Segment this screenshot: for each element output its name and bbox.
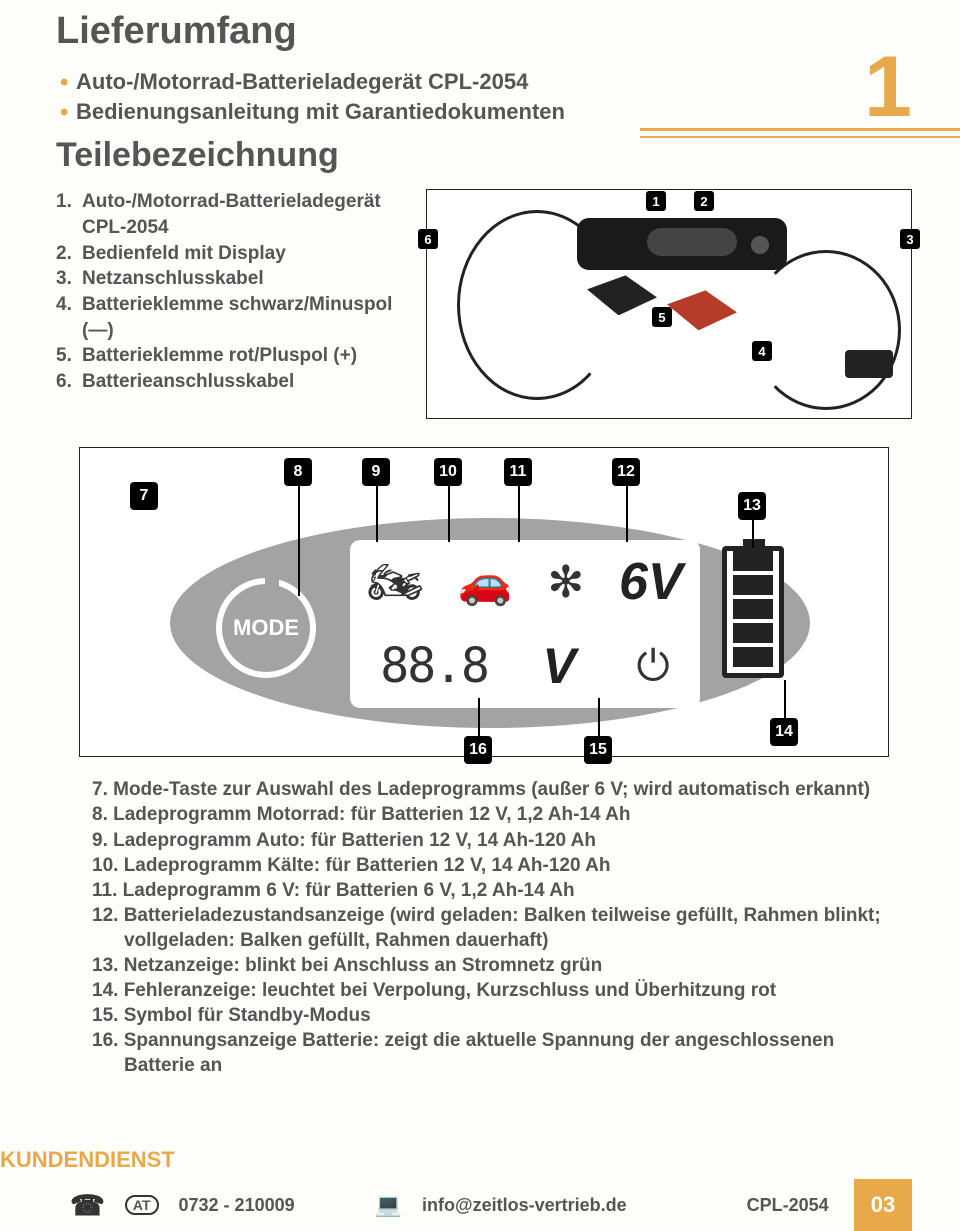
country-badge: AT [125,1195,159,1215]
scope-list: Auto-/Motorrad-Batterieladegerät CPL-205… [56,67,912,126]
parts-item: Batterieklemme schwarz/Minuspol (—) [56,292,406,343]
legend-item: 15. Symbol für Standby-Modus [92,1003,912,1028]
phone-number: 0732 - 210009 [179,1195,295,1216]
heading-teilebezeichnung: Teilebezeichnung [56,136,912,175]
legend-item: 10. Ladeprogramm Kälte: für Batterien 12… [92,853,912,878]
callout-13: 13 [738,492,766,520]
page-number: 03 [854,1179,912,1231]
car-icon: 🚗 [458,556,513,608]
accent-rule [640,128,960,131]
standby-icon: ⏻ [636,642,669,691]
parts-item: Netzanschlusskabel [56,266,406,292]
display-legend-list: 7. Mode-Taste zur Auswahl des Ladeprogra… [56,777,912,1078]
legend-item-cont: Batterie an [92,1053,912,1078]
callout-12: 12 [612,458,640,486]
legend-item: 13. Netzanzeige: blinkt bei Anschluss an… [92,953,912,978]
display-diagram: MODE 🏍 🚗 ✻ 6V 88.8 V ⏻ [79,447,889,757]
page-footer: ☎ AT 0732 - 210009 💻 info@zeitlos-vertri… [0,1179,960,1231]
callout-1: 1 [646,191,666,211]
legend-item: 11. Ladeprogramm 6 V: für Batterien 6 V,… [92,878,912,903]
motorcycle-icon: 🏍 [367,556,423,608]
callout-15: 15 [584,736,612,764]
parts-item: Auto-/Motorrad-Batterieladegerät CPL-205… [56,189,406,240]
callout-3: 3 [900,229,920,249]
model-code: CPL-2054 [747,1195,829,1216]
snowflake-icon: ✻ [547,557,584,608]
six-volt-label: 6V [619,552,683,612]
mode-label: MODE [233,615,299,641]
legend-item: 16. Spannungsanzeige Batterie: zeigt die… [92,1028,912,1053]
callout-4: 4 [752,341,772,361]
accent-rule [640,136,960,138]
product-photo-diagram: 1 2 3 4 5 6 [426,189,912,419]
callout-7: 7 [130,482,158,510]
legend-item: 7. Mode-Taste zur Auswahl des Ladeprogra… [92,777,912,802]
scope-item: Auto-/Motorrad-Batterieladegerät CPL-205… [56,67,912,97]
laptop-icon: 💻 [375,1192,402,1218]
callout-6: 6 [418,229,438,249]
callout-8: 8 [284,458,312,486]
voltage-digits: 88.8 [380,638,488,694]
kundendienst-heading: KUNDENDIENST [0,1147,175,1173]
callout-11: 11 [504,458,532,486]
legend-item: 8. Ladeprogramm Motorrad: für Batterien … [92,802,912,827]
legend-item-cont: vollgeladen: Balken gefüllt, Rahmen daue… [92,928,912,953]
email: info@zeitlos-vertrieb.de [422,1195,627,1216]
legend-item: 14. Fehleranzeige: leuchtet bei Verpolun… [92,978,912,1003]
callout-5: 5 [652,307,672,327]
callout-14: 14 [770,718,798,746]
scope-item: Bedienungsanleitung mit Garantiedokument… [56,97,912,127]
callout-16: 16 [464,736,492,764]
legend-item: 9. Ladeprogramm Auto: für Batterien 12 V… [92,828,912,853]
legend-item: 12. Batterieladezustandsanzeige (wird ge… [92,903,912,928]
callout-9: 9 [362,458,390,486]
heading-lieferumfang: Lieferumfang [56,10,912,53]
mode-button-graphic: MODE [216,578,316,678]
parts-list: Auto-/Motorrad-Batterieladegerät CPL-205… [56,189,406,394]
parts-item: Bedienfeld mit Display [56,241,406,267]
parts-item: Batterieklemme rot/Pluspol (+) [56,343,406,369]
callout-10: 10 [434,458,462,486]
battery-level-icon [722,546,784,678]
phone-icon: ☎ [70,1189,105,1222]
parts-item: Batterieanschlusskabel [56,369,406,395]
callout-2: 2 [694,191,714,211]
volt-unit: V [542,637,575,695]
